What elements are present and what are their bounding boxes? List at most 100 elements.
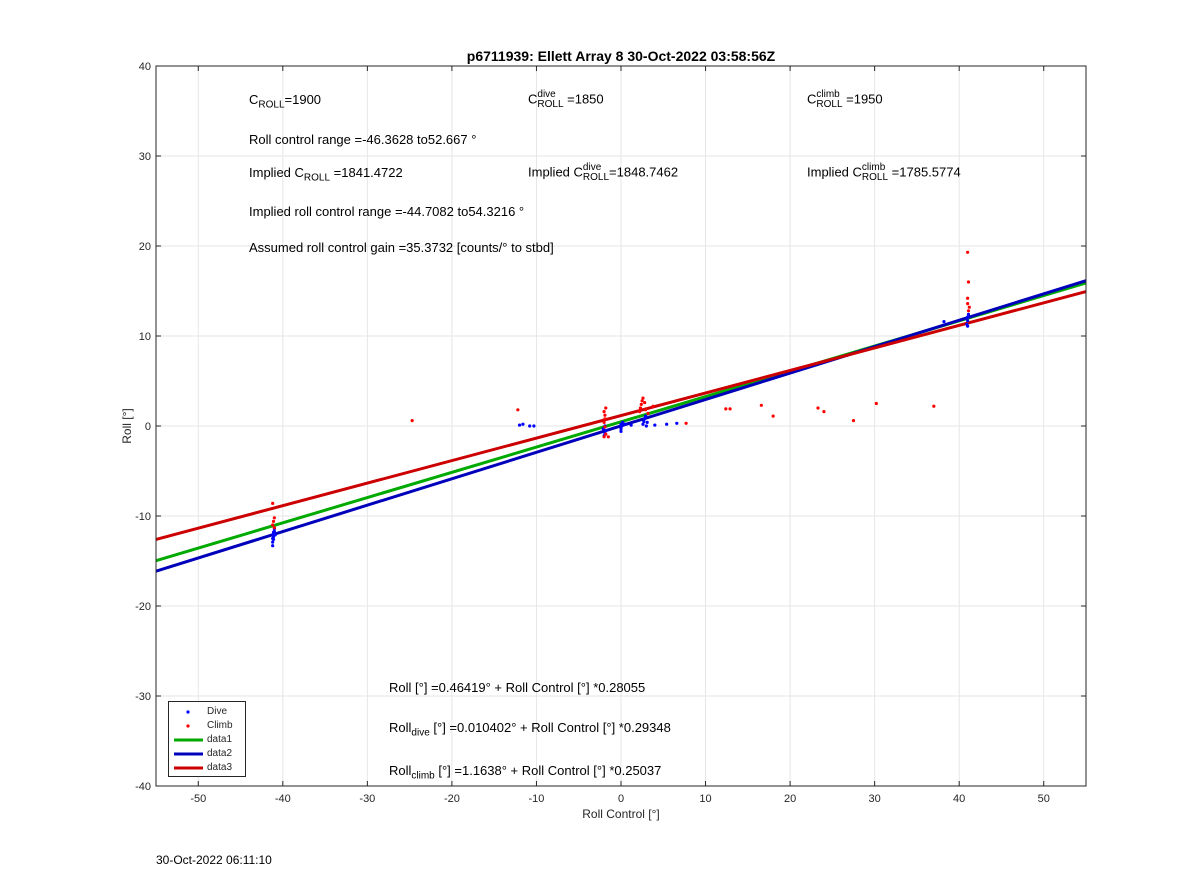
legend-item-data1: data1 (169, 733, 245, 747)
point-climb (602, 420, 606, 424)
point-dive (966, 319, 970, 323)
point-dive (942, 320, 946, 324)
x-tick-label: 30 (869, 793, 881, 805)
legend-symbol (174, 766, 203, 770)
legend-symbol (174, 752, 203, 756)
x-tick-label: 10 (699, 793, 711, 805)
point-dive (966, 315, 970, 319)
point-dive (645, 420, 649, 424)
y-tick-label: 20 (139, 241, 151, 253)
point-dive (665, 422, 669, 426)
y-tick-label: 0 (145, 421, 151, 433)
point-dive (532, 424, 536, 428)
annotation-implied-c-roll: Implied CROLL =1841.4722 (249, 165, 403, 184)
fit-line-data3 (155, 290, 1087, 541)
point-dive (619, 429, 623, 433)
point-dive (643, 417, 647, 421)
point-climb (966, 280, 971, 284)
legend-label: Dive (207, 706, 228, 717)
x-axis-label: Roll Control [°] (582, 807, 660, 821)
point-dive (966, 324, 970, 328)
legend-item-data3: data3 (169, 761, 245, 775)
legend-symbol (186, 724, 190, 728)
point-climb (516, 408, 520, 412)
point-climb (603, 417, 607, 421)
point-dive (271, 544, 275, 548)
annotation-c-roll: CROLL=1900 (249, 92, 322, 111)
point-climb (932, 404, 936, 408)
point-climb (851, 419, 856, 423)
point-climb (822, 410, 826, 414)
point-climb (967, 305, 971, 309)
point-climb (966, 296, 970, 300)
annotation-fit-climb: Rollclimb [°] =1.1638° + Roll Control [°… (389, 763, 662, 782)
point-dive (643, 414, 648, 418)
annotation-fit-all: Roll [°] =0.46419° + Roll Control [°] *0… (389, 680, 646, 695)
point-climb (272, 526, 276, 530)
point-climb (771, 414, 775, 418)
point-climb (643, 408, 648, 412)
legend-label: data2 (207, 748, 233, 759)
legend-label: data3 (207, 762, 233, 773)
legend-symbol (174, 738, 203, 742)
point-climb (604, 406, 608, 410)
point-climb (966, 302, 970, 306)
point-climb (410, 419, 414, 423)
point-climb (874, 401, 878, 406)
legend-item-dive: Dive (169, 705, 245, 719)
data-points (271, 250, 971, 548)
point-dive (675, 421, 679, 425)
point-climb (724, 407, 728, 411)
y-tick-label: -20 (135, 601, 151, 613)
point-dive (642, 419, 646, 424)
point-dive (623, 422, 627, 426)
legend-item-data2: data2 (169, 747, 245, 761)
point-climb (271, 519, 276, 524)
point-climb (759, 403, 763, 407)
point-climb (603, 425, 607, 429)
y-tick-label: 30 (139, 151, 151, 163)
annotation-implied-range: Implied roll control range =-44.7082 to5… (249, 204, 525, 219)
point-climb (816, 406, 820, 410)
point-climb (638, 410, 642, 414)
legend-symbol (186, 710, 190, 714)
point-climb (641, 396, 645, 400)
point-dive (621, 420, 625, 424)
y-axis-label: Roll [°] (120, 408, 134, 443)
point-climb (638, 406, 643, 410)
x-tick-label: 20 (784, 793, 796, 805)
point-dive (517, 423, 522, 427)
chart-title: p6711939: Ellett Array 8 30-Oct-2022 03:… (467, 48, 776, 64)
annotation-assumed-gain: Assumed roll control gain =35.3732 [coun… (249, 240, 554, 255)
y-tick-label: -40 (135, 781, 151, 793)
y-tick-label: -10 (135, 511, 151, 523)
point-climb (271, 523, 275, 527)
point-dive (528, 424, 532, 428)
point-climb (966, 250, 970, 254)
footer-timestamp: 30-Oct-2022 06:11:10 (156, 853, 272, 867)
point-climb (651, 404, 655, 408)
point-climb (603, 413, 607, 417)
x-tick-label: -50 (190, 793, 206, 805)
x-tick-label: -20 (444, 793, 460, 805)
point-climb (272, 516, 276, 520)
point-climb (728, 407, 732, 411)
x-tick-label: -10 (529, 793, 545, 805)
x-tick-label: 50 (1038, 793, 1050, 805)
point-climb (684, 421, 688, 425)
point-climb (966, 309, 971, 313)
point-climb (640, 399, 644, 403)
point-climb (602, 435, 606, 439)
point-climb (646, 411, 650, 415)
legend-label: data1 (207, 734, 233, 745)
point-climb (643, 401, 647, 405)
point-dive (604, 428, 608, 433)
point-dive (619, 427, 623, 431)
x-tick-label: 40 (953, 793, 965, 805)
y-tick-label: 10 (139, 331, 151, 343)
